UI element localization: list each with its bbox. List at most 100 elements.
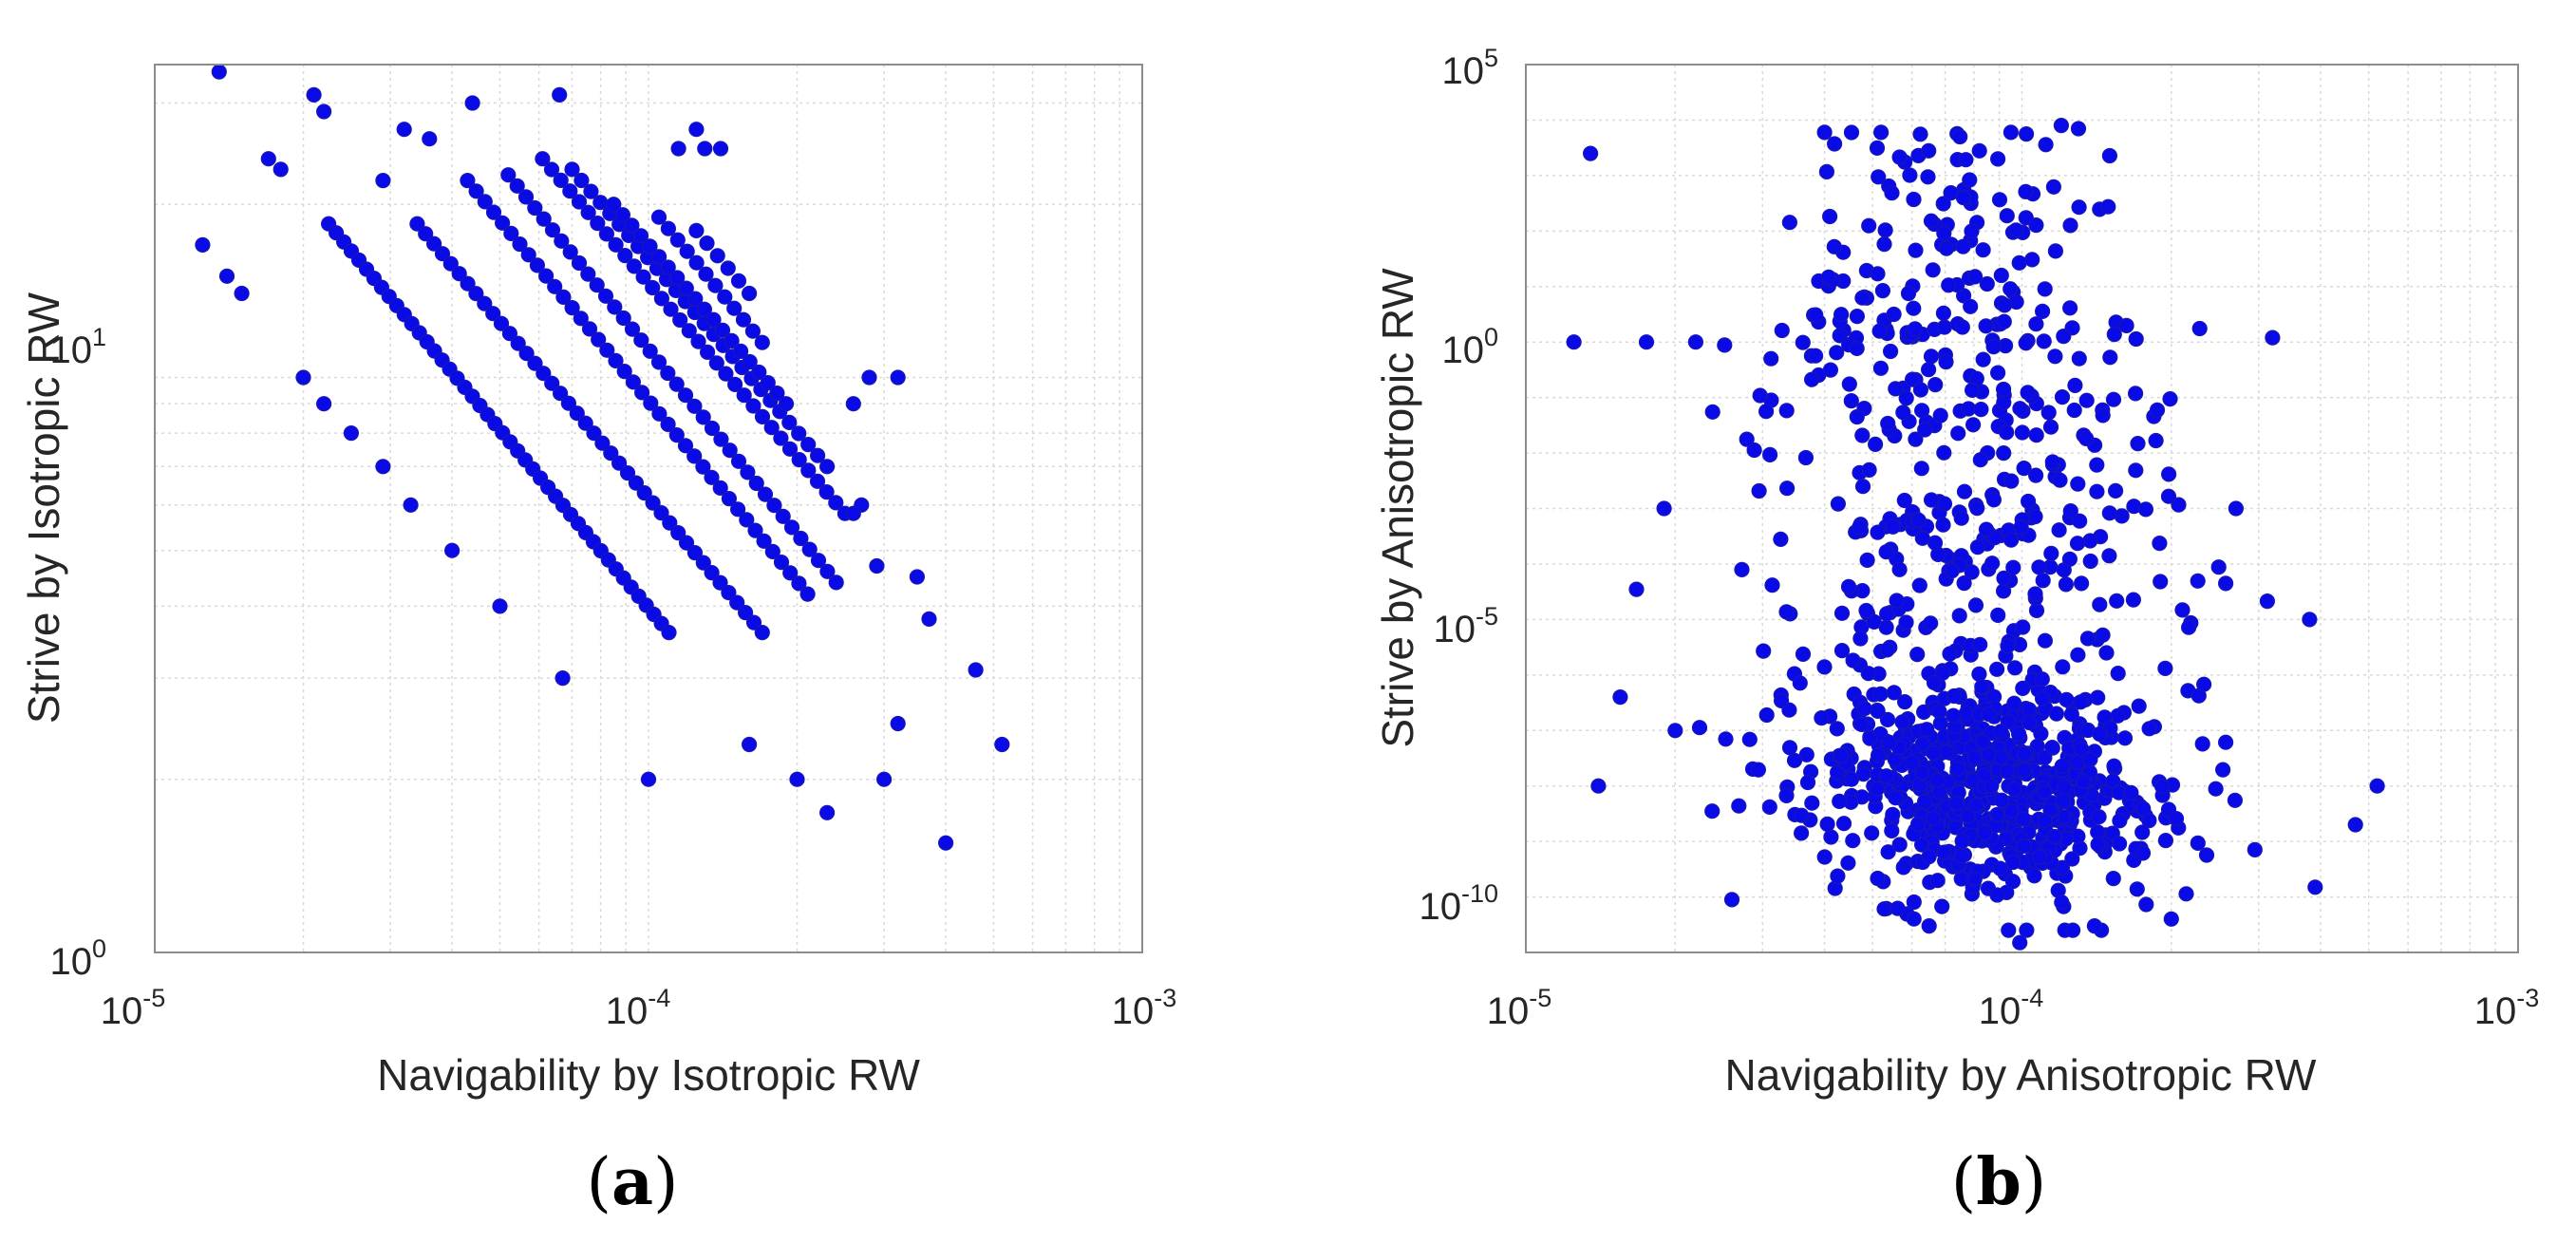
data-point	[2112, 813, 2128, 829]
data-point	[1778, 480, 1796, 497]
data-point	[2003, 473, 2020, 489]
data-point	[2106, 758, 2122, 774]
data-point	[1864, 825, 1880, 841]
data-point	[2134, 824, 2151, 840]
y-tick-labels-b: 10-10 10-5 100 105	[1419, 44, 1498, 928]
data-point	[2161, 466, 2177, 482]
data-point	[2089, 483, 2105, 499]
data-point	[994, 736, 1010, 753]
data-point	[1876, 901, 1892, 917]
data-point	[2137, 501, 2153, 518]
data-point	[669, 232, 686, 248]
data-point	[2141, 721, 2157, 737]
data-point	[741, 736, 758, 753]
data-point	[2227, 792, 2243, 808]
data-point	[1881, 734, 1897, 750]
data-point	[2071, 350, 2087, 367]
data-point	[2018, 183, 2034, 199]
data-point	[1885, 518, 1901, 535]
data-point	[763, 420, 780, 436]
data-point	[698, 266, 714, 282]
data-point	[1996, 394, 2012, 410]
data-point	[564, 300, 580, 316]
data-point	[757, 486, 774, 502]
data-point	[580, 266, 596, 282]
data-point	[273, 161, 289, 178]
data-point	[2066, 402, 2082, 419]
data-point	[1866, 613, 1882, 631]
data-point	[1820, 269, 1837, 285]
data-point	[2129, 881, 2145, 897]
data-point	[1906, 300, 1922, 316]
data-point	[608, 352, 624, 368]
data-point	[645, 495, 661, 511]
data-point	[2062, 300, 2078, 316]
data-point	[2105, 391, 2122, 407]
data-point	[1936, 496, 1953, 512]
data-point	[581, 321, 598, 337]
data-point	[1921, 142, 1937, 159]
y-tick-label: 100	[49, 934, 106, 983]
data-point	[1958, 706, 1974, 722]
data-point	[1843, 124, 1860, 141]
data-point	[1907, 321, 1924, 337]
data-point	[1884, 822, 1900, 839]
data-point	[2037, 281, 2053, 297]
data-point	[1989, 661, 2005, 677]
data-point	[2070, 121, 2087, 137]
data-point	[1985, 339, 2002, 355]
data-point	[1797, 449, 1814, 466]
data-point	[1929, 772, 1946, 788]
data-point	[2160, 488, 2177, 504]
data-point	[1872, 124, 1890, 141]
data-point	[712, 141, 729, 157]
data-point	[688, 122, 705, 138]
data-point	[791, 425, 807, 442]
data-point	[485, 306, 501, 322]
data-point	[695, 459, 711, 475]
data-point	[1872, 686, 1889, 703]
data-point	[1919, 722, 1935, 738]
data-point	[1932, 407, 1948, 424]
data-point	[2027, 586, 2043, 602]
data-point	[2070, 476, 2086, 492]
data-point	[1882, 343, 1899, 360]
data-point	[1906, 191, 1922, 208]
data-point	[2014, 424, 2030, 441]
data-point	[708, 355, 724, 371]
data-point	[1612, 688, 1628, 706]
data-point	[1704, 803, 1720, 819]
data-point	[705, 311, 722, 328]
data-point	[2074, 742, 2090, 758]
x-tick-label: 10-5	[101, 984, 166, 1032]
data-point	[2110, 665, 2126, 682]
data-point	[662, 515, 678, 531]
data-point	[2265, 330, 2281, 346]
data-point	[555, 289, 572, 305]
data-point	[2171, 497, 2187, 513]
data-point	[1989, 887, 2005, 903]
data-point	[2016, 838, 2032, 855]
data-point	[2005, 559, 2021, 575]
y-tick-label: 101	[49, 323, 106, 371]
data-point	[1833, 307, 1850, 323]
data-point	[2347, 817, 2363, 833]
data-point	[635, 269, 651, 285]
data-point	[1974, 733, 1990, 750]
data-point	[819, 563, 836, 579]
data-point	[2016, 811, 2032, 827]
data-point	[1902, 167, 1918, 183]
data-point	[2194, 736, 2210, 752]
data-point	[721, 490, 738, 507]
data-point	[2003, 803, 2020, 819]
data-point	[628, 475, 645, 491]
data-point	[1981, 746, 1997, 763]
data-point	[1920, 362, 1937, 378]
data-point	[606, 197, 622, 213]
data-point	[1778, 787, 1795, 804]
data-point	[571, 254, 588, 272]
data-point	[492, 598, 508, 614]
data-point	[527, 355, 543, 371]
data-point	[1816, 849, 1833, 865]
